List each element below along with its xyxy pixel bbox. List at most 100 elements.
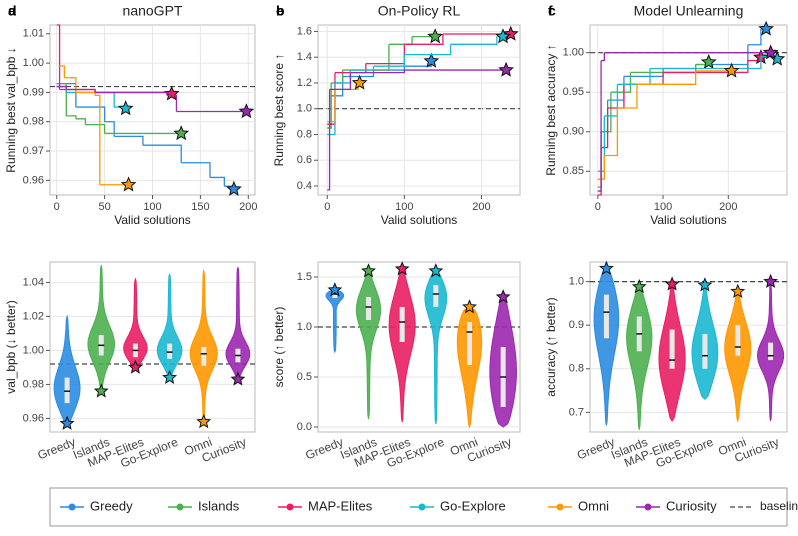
- panel-label: a: [8, 3, 16, 19]
- x-axis-label: Valid solutions: [650, 213, 727, 227]
- best-star: [59, 415, 75, 430]
- y-tick-label: 0.90: [563, 126, 584, 138]
- step-line: [604, 108, 619, 157]
- y-tick-label: 0.5: [297, 371, 312, 383]
- y-tick-label: 1.04: [23, 276, 44, 288]
- best-star: [427, 28, 444, 44]
- best-star: [700, 53, 717, 69]
- step-line: [327, 89, 331, 191]
- y-tick-label: 0.97: [23, 145, 44, 157]
- y-axis-label: Running best score ↑: [272, 54, 286, 167]
- legend-marker: [418, 503, 426, 511]
- step-line: [617, 84, 638, 109]
- y-tick-label: 1.0: [569, 276, 584, 288]
- best-star: [226, 180, 242, 196]
- step-line: [650, 56, 762, 70]
- y-tick-label: 1.5: [297, 271, 312, 283]
- best-star: [361, 263, 376, 278]
- y-tick-label: 0.98: [23, 378, 44, 390]
- iqr-box: [64, 377, 70, 404]
- step-line: [95, 94, 101, 185]
- step-line: [373, 54, 406, 67]
- iqr-box: [201, 347, 207, 366]
- step-line: [663, 60, 749, 74]
- y-tick-label: 1.00: [23, 57, 44, 69]
- step-line: [450, 36, 498, 45]
- best-star: [495, 289, 511, 304]
- best-star: [351, 74, 368, 90]
- panel-label: d: [8, 3, 17, 19]
- violin: [87, 264, 116, 393]
- step-line: [601, 52, 606, 62]
- best-star: [163, 85, 180, 101]
- step-line: [597, 60, 602, 192]
- chart-title: On-Policy RL: [378, 3, 461, 19]
- best-star: [238, 103, 255, 119]
- best-star: [697, 277, 713, 292]
- step-line: [95, 91, 168, 96]
- x-axis-label: Valid solutions: [381, 213, 458, 227]
- step-line: [66, 88, 96, 93]
- violin: [189, 270, 218, 422]
- step-line: [350, 66, 375, 71]
- y-tick-label: 1.0: [297, 321, 312, 333]
- best-star: [117, 100, 134, 116]
- iqr-box: [399, 307, 405, 342]
- step-line: [329, 72, 352, 91]
- step-line: [747, 28, 762, 46]
- iqr-box: [332, 292, 338, 298]
- best-star: [423, 52, 440, 68]
- violin: [225, 266, 251, 381]
- iqr-box: [433, 285, 439, 307]
- y-tick-label: 0.7: [569, 406, 584, 418]
- best-star: [730, 283, 746, 298]
- plot-area: [589, 24, 788, 196]
- step-line: [58, 65, 66, 78]
- best-star: [498, 61, 515, 77]
- y-tick-label: 0.6: [297, 154, 312, 166]
- y-tick-label: 0.98: [23, 116, 44, 128]
- step-line: [404, 44, 452, 56]
- legend-label: baseline: [760, 499, 798, 513]
- best-star: [495, 28, 511, 44]
- x-tick-label: 50: [98, 201, 110, 213]
- x-tick-label: 200: [472, 201, 490, 213]
- y-tick-label: 1.0: [297, 103, 312, 115]
- y-axis-label: Running best val_bpb ↓: [4, 47, 18, 172]
- y-tick-label: 1.02: [23, 310, 44, 322]
- step-line: [64, 77, 77, 93]
- best-star: [162, 369, 178, 384]
- step-line: [104, 121, 115, 137]
- best-star: [394, 261, 410, 276]
- step-line: [75, 118, 87, 125]
- step-line: [56, 24, 61, 90]
- y-tick-label: 0.0: [297, 421, 312, 433]
- y-tick-label: 1.00: [23, 344, 44, 356]
- violin: [53, 314, 81, 425]
- iqr-box: [167, 343, 173, 359]
- best-star: [664, 276, 680, 291]
- step-line: [350, 70, 406, 74]
- legend-marker: [176, 503, 184, 511]
- y-tick-label: 0.8: [297, 128, 312, 140]
- y-axis-label: val_bpb (↓ better): [4, 300, 18, 393]
- best-star: [127, 359, 143, 374]
- panel-label: c: [548, 3, 556, 19]
- best-star: [758, 20, 775, 36]
- legend-marker: [556, 503, 564, 511]
- best-star: [196, 414, 212, 429]
- iqr-box: [603, 294, 609, 339]
- iqr-box: [366, 297, 371, 320]
- best-star: [763, 273, 779, 288]
- step-line: [597, 155, 606, 180]
- iqr-box: [467, 322, 472, 365]
- best-star: [327, 282, 343, 297]
- y-tick-label: 1.00: [563, 47, 584, 59]
- step-line: [327, 82, 332, 129]
- best-star: [462, 299, 477, 314]
- violin: [156, 273, 183, 379]
- iqr-box: [735, 325, 741, 356]
- panel-label: b: [276, 3, 285, 19]
- legend-marker: [644, 503, 652, 511]
- chart-title: nanoGPT: [123, 3, 183, 19]
